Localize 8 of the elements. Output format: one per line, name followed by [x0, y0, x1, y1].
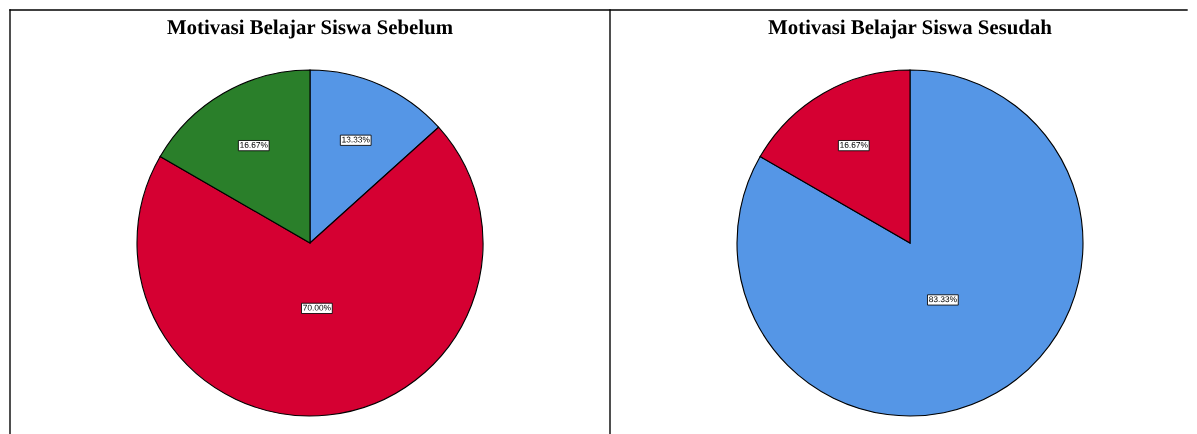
- data-label: 16.67%: [240, 141, 268, 148]
- data-label: 13.33%: [342, 136, 370, 143]
- data-label: 16.67%: [840, 141, 868, 148]
- pie-slice: [736, 69, 1084, 417]
- data-label: 83.33%: [929, 296, 957, 303]
- chart-title: Motivasi Belajar Siswa Sebelum: [167, 19, 453, 39]
- chart-title: Motivasi Belajar Siswa Sesudah: [768, 19, 1052, 39]
- data-label: 70.00%: [303, 304, 331, 311]
